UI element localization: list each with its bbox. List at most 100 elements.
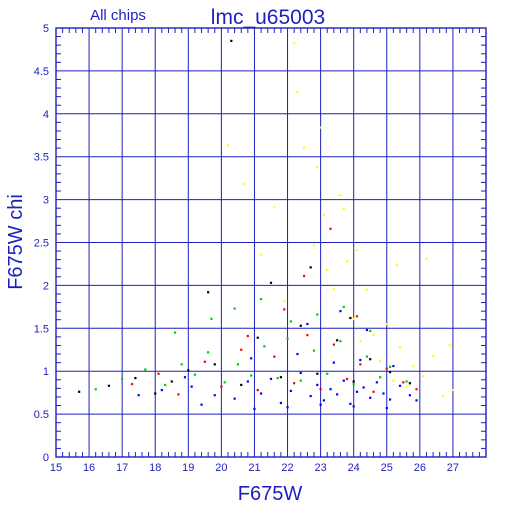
x-tick-label: 25 [381,462,393,474]
data-point [203,360,206,363]
data-point [339,310,342,313]
data-point [326,372,329,375]
data-point [299,371,302,375]
data-point [319,388,322,391]
data-point [289,389,292,393]
data-point [402,381,405,384]
data-point [283,299,286,302]
data-point [312,243,316,247]
data-point [365,328,369,332]
x-tick-label: 21 [248,462,260,474]
data-point [385,367,388,370]
data-point [395,263,398,266]
data-point [144,368,147,371]
chart-title: lmc_u65003 [211,6,325,29]
data-point [392,364,395,368]
data-point [183,376,187,379]
data-point [316,372,319,375]
x-tick-label: 24 [348,462,360,474]
y-tick-label: 4 [43,109,49,121]
data-point [352,380,355,383]
data-point [269,281,273,284]
data-point [329,227,332,230]
plot-frame [55,27,487,458]
data-point [177,393,180,396]
y-tick-label: 2 [43,280,49,292]
y-tick-label: 5 [43,23,49,35]
data-point [190,385,193,388]
data-point [154,392,157,395]
data-point [193,373,197,376]
data-point [385,406,388,410]
data-point [329,388,332,391]
data-point [253,407,256,411]
data-point [121,377,124,381]
x-tick-label: 23 [314,462,326,474]
data-point [412,364,415,368]
data-point [220,385,223,388]
data-point [332,287,335,290]
data-point [200,403,203,406]
data-point [306,334,309,337]
data-point [355,249,359,252]
x-tick-label: 19 [182,462,194,474]
data-point [359,358,362,362]
data-point [352,382,355,386]
x-tick-label: 26 [414,462,426,474]
data-point [286,337,289,340]
data-point [355,390,359,393]
data-point [332,343,335,346]
data-point [302,274,306,278]
data-point [448,344,451,347]
data-point [296,91,299,94]
data-point [293,42,296,45]
data-point [345,377,349,381]
y-axis-label: F675W chi [5,194,27,290]
data-point [246,334,249,338]
data-point [365,288,369,291]
data-point [273,206,276,209]
y-tick-label: 2.5 [34,238,49,250]
data-point [130,382,134,386]
data-point [339,340,342,343]
y-tick-label: 1 [43,366,49,378]
data-point [385,322,388,326]
data-point [372,390,375,393]
data-point [233,397,236,400]
data-point [369,396,372,399]
data-point [451,388,455,392]
data-point [137,394,140,397]
data-point [342,379,345,382]
data-point [226,144,230,147]
data-point [359,340,362,343]
data-point [339,194,342,197]
data-point [279,376,283,379]
data-point [259,392,263,395]
data-point [250,374,253,377]
y-tick-label: 0 [43,452,49,464]
data-point [431,354,435,357]
data-point [415,399,418,402]
data-point [107,384,111,387]
chart-subtitle: All chips [90,7,146,24]
data-point [408,382,412,385]
data-point [352,405,355,408]
data-point [230,39,233,42]
data-point [157,372,160,375]
x-tick-label: 27 [447,462,459,474]
data-point [309,394,312,398]
x-axis-label: F675W [238,483,303,505]
points-layer [78,39,455,411]
data-point [316,383,319,387]
data-point [359,363,362,366]
data-point [379,359,382,362]
data-point [187,369,190,372]
axis-layer: 15 16 17 18 19 20 21 22 23 24 25 26 27 0 0.5 1 1.5 2 2.5 3 3… [34,23,487,474]
data-point [259,298,263,301]
data-point [164,383,167,387]
data-point [332,361,335,364]
data-point [336,393,339,396]
y-tick-label: 0.5 [34,409,49,421]
